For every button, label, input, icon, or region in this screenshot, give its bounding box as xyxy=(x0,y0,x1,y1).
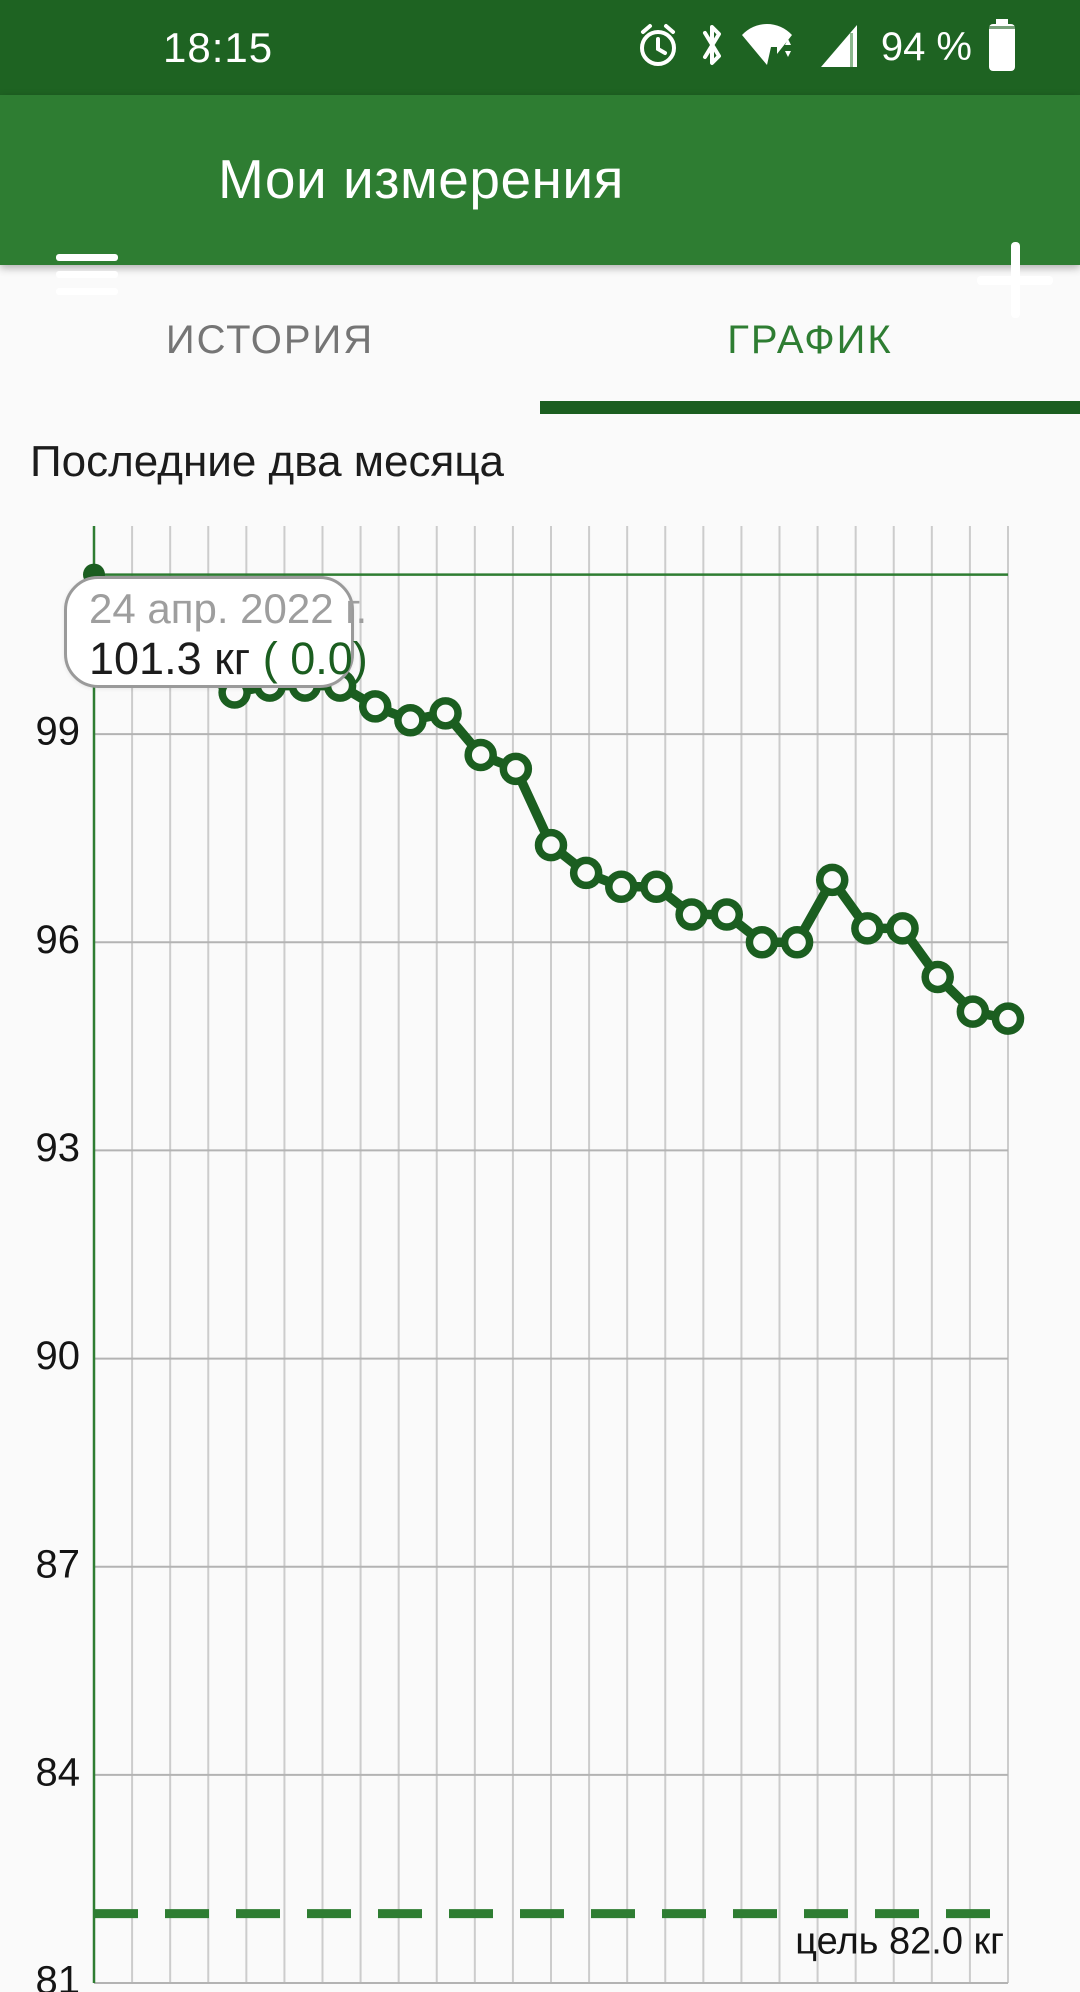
data-point-marker[interactable] xyxy=(569,856,603,890)
tooltip-delta: ( 0.0) xyxy=(262,633,368,684)
data-point-marker[interactable] xyxy=(745,926,779,959)
tab-history[interactable]: ИСТОРИЯ xyxy=(165,317,375,362)
data-point-marker[interactable] xyxy=(640,870,673,904)
y-axis-tick-label: 84 xyxy=(36,1750,81,1794)
data-point-marker[interactable] xyxy=(605,870,638,904)
data-point-marker[interactable] xyxy=(956,995,990,1028)
period-dropdown-value: Последние два месяца xyxy=(30,437,504,486)
menu-icon xyxy=(56,254,118,261)
app-bar: Мои измерения xyxy=(0,95,1080,318)
data-point-marker[interactable] xyxy=(429,697,462,730)
data-point-marker[interactable] xyxy=(886,912,919,945)
active-tab-indicator xyxy=(540,401,1080,414)
data-point-marker[interactable] xyxy=(815,863,849,897)
tooltip-date: 24 апр. 2022 г. xyxy=(89,585,368,632)
y-axis-tick-label: 90 xyxy=(36,1334,81,1378)
period-dropdown[interactable]: Последние два месяца xyxy=(0,415,1080,506)
bluetooth-icon xyxy=(697,19,727,76)
wifi-icon xyxy=(741,19,803,76)
tooltip-weight: 101.3 кг xyxy=(89,633,251,684)
tab-graph[interactable]: ГРАФИК xyxy=(727,317,893,362)
goal-label: цель 82.0 кг xyxy=(795,1921,1004,1963)
data-point-marker[interactable] xyxy=(921,960,954,994)
battery-icon xyxy=(986,17,1018,78)
data-point-marker[interactable] xyxy=(394,704,427,737)
signal-icon xyxy=(817,19,867,76)
tooltip-value-row: 101.3 кг ( 0.0) xyxy=(89,633,368,684)
status-icons: 94 % xyxy=(633,0,1018,95)
y-axis-tick-label: 96 xyxy=(36,918,81,962)
alarm-icon xyxy=(633,20,683,75)
menu-button[interactable] xyxy=(56,250,120,306)
data-point-marker[interactable] xyxy=(534,828,568,862)
y-axis-tick-label: 81 xyxy=(36,1959,81,1992)
data-point-marker[interactable] xyxy=(710,898,744,931)
data-point-marker[interactable] xyxy=(464,738,497,772)
data-point-marker[interactable] xyxy=(358,690,392,723)
y-axis-tick-label: 87 xyxy=(36,1542,81,1586)
data-point-marker[interactable] xyxy=(851,912,884,945)
data-point-marker[interactable] xyxy=(499,752,533,786)
tab-bar: ИСТОРИЯ ГРАФИК xyxy=(0,265,1080,415)
data-point-marker[interactable] xyxy=(780,926,814,959)
chart-tooltip: 24 апр. 2022 г. 101.3 кг ( 0.0) xyxy=(64,576,368,688)
clock-time: 18:15 xyxy=(163,24,274,71)
status-bar: 18:15 9 xyxy=(0,0,1080,95)
y-axis-tick-label: 93 xyxy=(36,1126,81,1170)
add-measurement-button[interactable] xyxy=(975,240,1055,320)
battery-percent: 94 % xyxy=(880,25,972,69)
page-title: Мои измерения xyxy=(218,148,624,210)
data-point-marker[interactable] xyxy=(675,898,708,931)
data-point-marker[interactable] xyxy=(991,1002,1025,1035)
y-axis-tick-label: 99 xyxy=(36,710,81,754)
